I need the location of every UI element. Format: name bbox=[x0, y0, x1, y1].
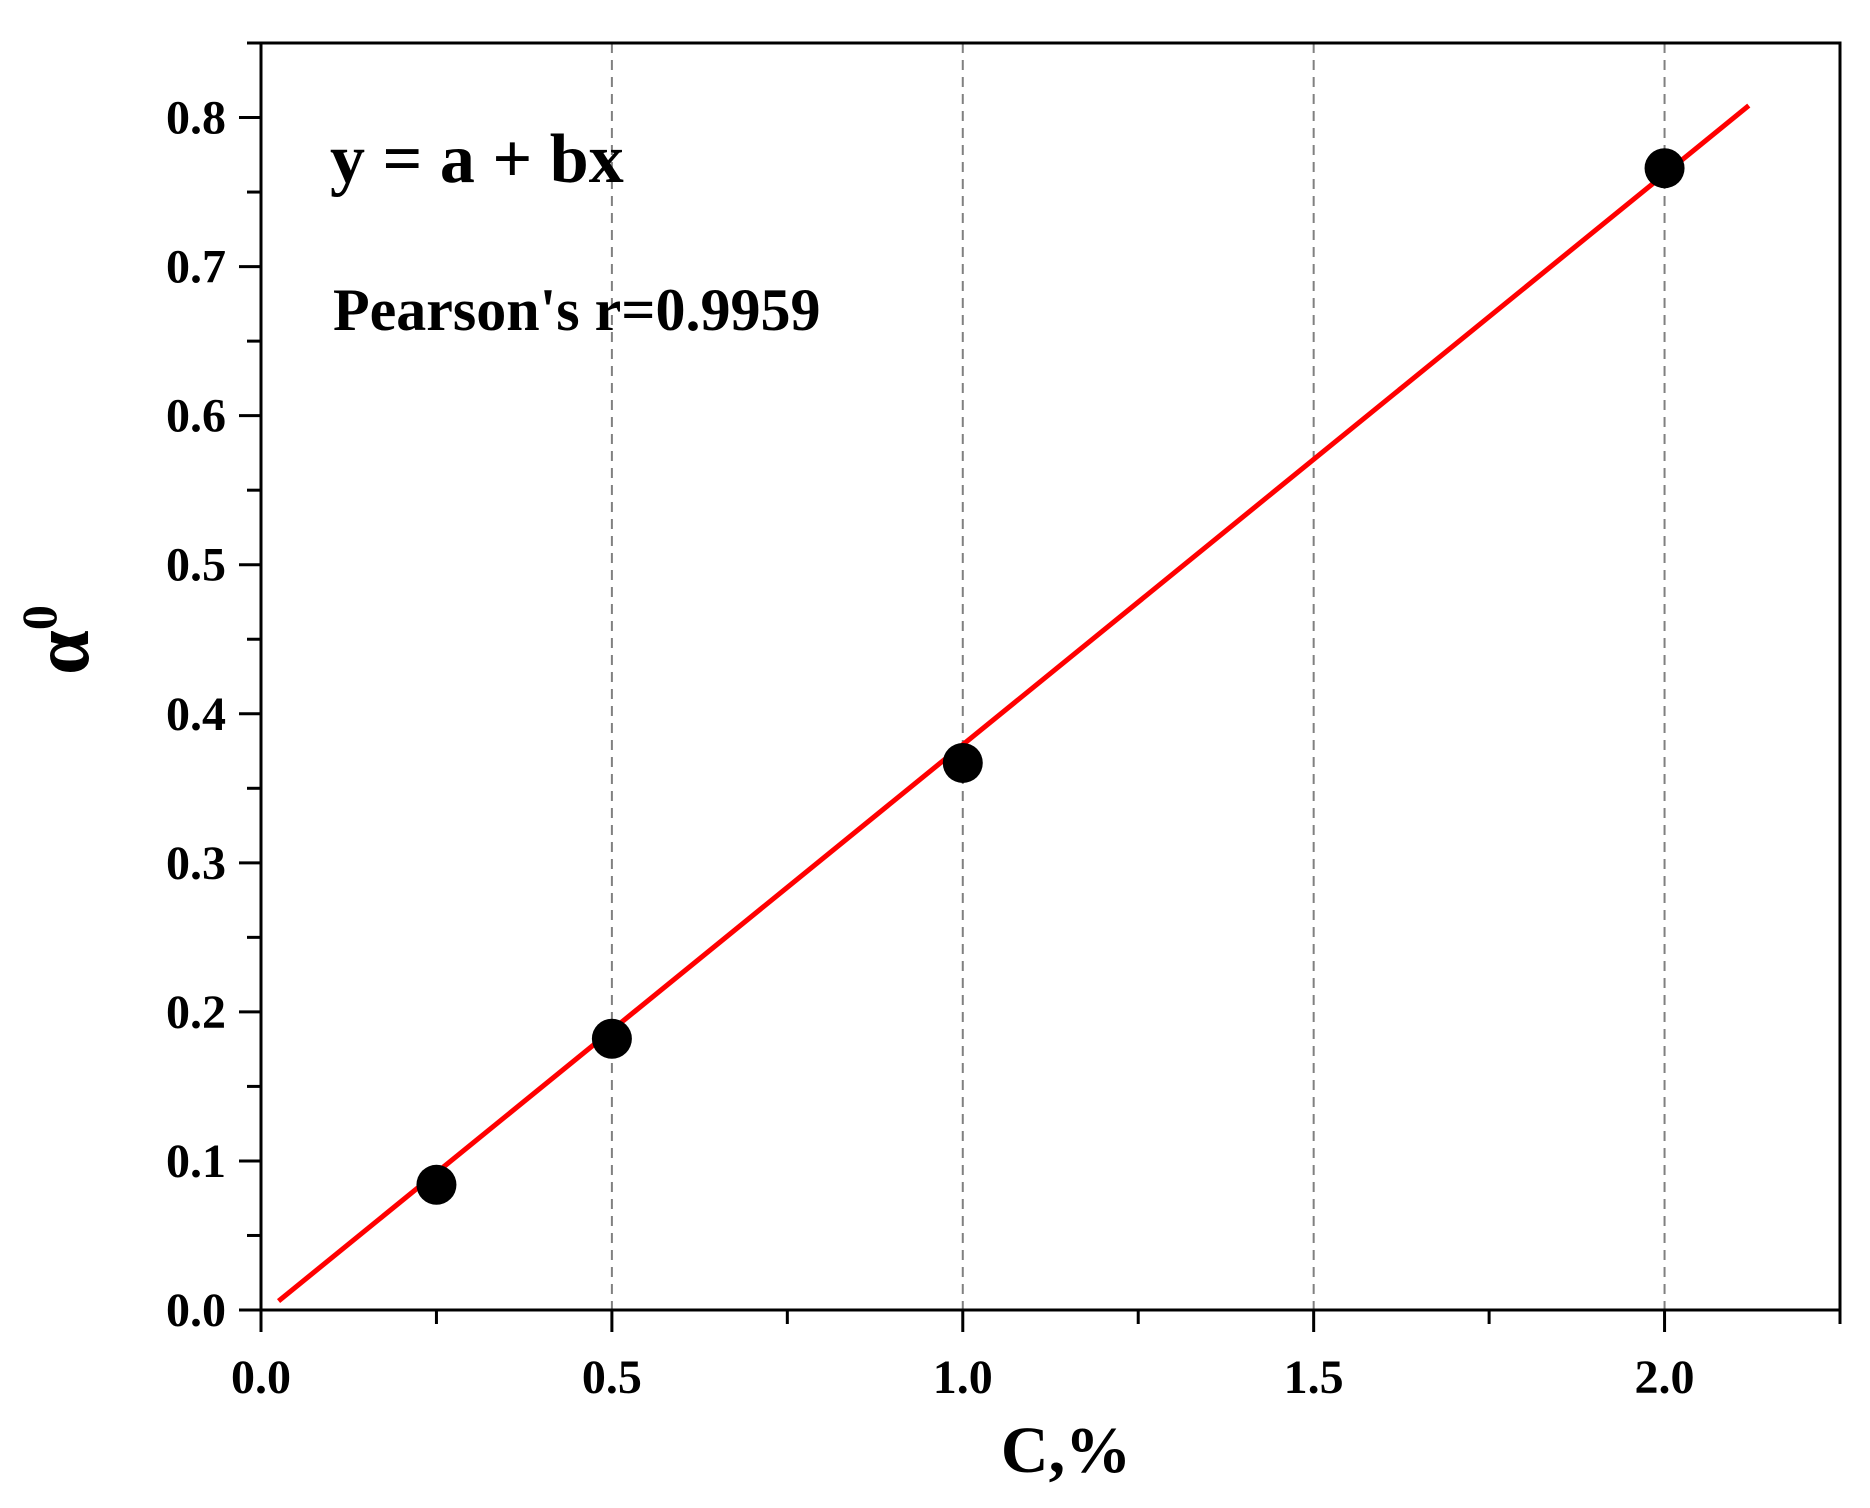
equation-annotation: y = a + bx bbox=[330, 121, 624, 198]
y-axis-title-superscript: 0 bbox=[11, 605, 67, 630]
x-axis-title: C,% bbox=[1001, 1414, 1131, 1487]
y-axis-title: α bbox=[18, 630, 106, 675]
y-tick-label-6: 0.6 bbox=[166, 390, 226, 443]
x-tick-label-4: 2.0 bbox=[1635, 1351, 1695, 1404]
x-tick-label-3: 1.5 bbox=[1284, 1351, 1344, 1404]
y-axis-title-group: α0 bbox=[11, 605, 106, 675]
data-point-1 bbox=[591, 1018, 632, 1059]
x-tick-label-0: 0.0 bbox=[231, 1351, 291, 1404]
y-tick-label-2: 0.2 bbox=[166, 986, 226, 1039]
x-tick-label-1: 0.5 bbox=[582, 1351, 642, 1404]
plot-frame bbox=[259, 41, 1842, 1312]
data-point-3 bbox=[1644, 148, 1685, 189]
y-tick-label-8: 0.8 bbox=[166, 92, 226, 145]
y-tick-label-4: 0.4 bbox=[166, 688, 226, 741]
y-tick-label-1: 0.1 bbox=[166, 1135, 226, 1188]
x-tick-label-2: 1.0 bbox=[933, 1351, 993, 1404]
svg-text:α0: α0 bbox=[11, 605, 106, 675]
plot-border bbox=[259, 41, 1842, 1312]
data-point-0 bbox=[416, 1164, 457, 1205]
y-tick-label-0: 0.0 bbox=[166, 1284, 226, 1337]
y-tick-label-5: 0.5 bbox=[166, 539, 226, 592]
y-tick-label-7: 0.7 bbox=[166, 241, 226, 294]
data-point-2 bbox=[942, 742, 983, 783]
pearson-annotation: Pearson's r=0.9959 bbox=[333, 277, 820, 343]
data-points bbox=[416, 148, 1685, 1205]
y-axis-ticks: 0.0 0.1 0.2 0.3 0.4 0.5 0.6 0.7 0.8 bbox=[166, 41, 261, 1337]
fit-line bbox=[276, 103, 1751, 1303]
y-tick-label-3: 0.3 bbox=[166, 837, 226, 890]
x-axis-ticks: 0.0 0.5 1.0 1.5 2.0 bbox=[231, 1310, 1842, 1404]
grid-lines bbox=[610, 43, 1666, 1310]
